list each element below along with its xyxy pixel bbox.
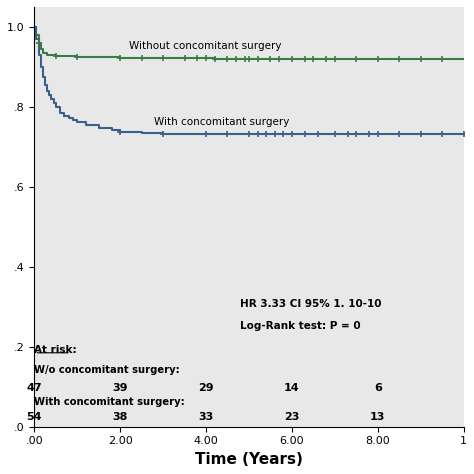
Text: At risk:: At risk: xyxy=(34,345,77,355)
Text: 47: 47 xyxy=(27,383,42,393)
Text: 6: 6 xyxy=(374,383,382,393)
Text: 54: 54 xyxy=(27,411,42,421)
Text: 38: 38 xyxy=(112,411,128,421)
Text: HR 3.33 CI 95% 1. 10-10: HR 3.33 CI 95% 1. 10-10 xyxy=(240,299,382,309)
Text: 29: 29 xyxy=(198,383,214,393)
Text: 14: 14 xyxy=(284,383,300,393)
X-axis label: Time (Years): Time (Years) xyxy=(195,452,303,467)
Text: With concomitant surgery: With concomitant surgery xyxy=(155,117,290,127)
Text: 39: 39 xyxy=(112,383,128,393)
Text: 13: 13 xyxy=(370,411,385,421)
Text: Without concomitant surgery: Without concomitant surgery xyxy=(129,41,281,51)
Text: 33: 33 xyxy=(199,411,214,421)
Text: With concomitant surgery:: With concomitant surgery: xyxy=(34,397,185,407)
Text: W/o concomitant surgery:: W/o concomitant surgery: xyxy=(34,365,180,375)
Text: 23: 23 xyxy=(284,411,300,421)
Text: Log-Rank test: P = 0: Log-Rank test: P = 0 xyxy=(240,321,361,331)
